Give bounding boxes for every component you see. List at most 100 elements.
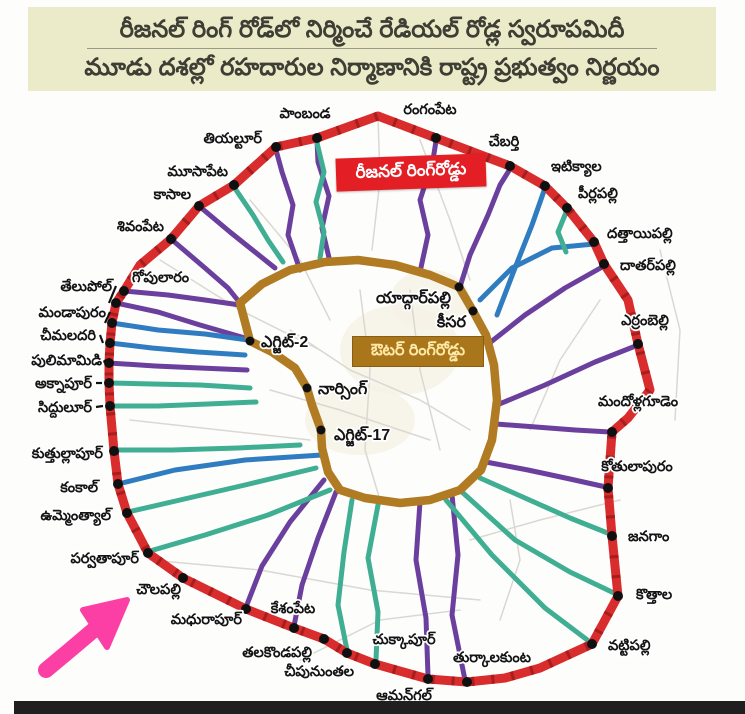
town-dot [316,425,326,435]
town-label: చీపునుంతల [284,663,354,680]
highlight-arrow-shaft [38,620,104,678]
town-dot [302,383,312,393]
radial-road-teal [477,475,613,537]
town-label: చేబర్తి [489,133,520,151]
inner-town-label: ఎగ్జిట్-2 [261,333,308,354]
town-dot [241,604,251,614]
headline-line1: రీజనల్ రింగ్ రోడ్‌లో నిర్మించే రేడియల్ ర… [119,16,625,43]
inner-town-label: యాద్గార్‌పల్లి [376,289,451,310]
town-label: ఎర్రంబెల్లి [621,313,669,331]
town-label: మూసాపేట [167,163,228,180]
regional-ring-road-label: రీజనల్ రింగ్‌రోడ్డు [335,153,487,192]
background-road [529,299,601,431]
town-dot [119,286,129,296]
background-road [499,499,521,621]
town-dot [109,446,119,456]
town-dot [113,479,123,489]
town-label: అక్నాపూర్ [35,375,92,394]
town-label: కంకాల్ [59,479,100,496]
town-dot [178,573,188,583]
town-label: కాసాల [153,187,192,203]
town-label: శివంపేట [117,218,164,235]
radial-road-teal [443,497,593,645]
radial-road-purple [106,360,250,373]
town-label: ఉమ్మెంత్యాల్ [41,507,114,526]
bottom-bar [14,701,745,714]
town-dot [505,161,515,171]
town-label: పీర్లపల్లి [578,185,618,204]
town-label: పర్వతాపూర్ [70,550,139,569]
radial-road-purple [483,459,609,490]
town-dot [370,659,380,669]
town-dot [607,531,617,541]
radial-road-purple [168,236,243,306]
radial-road-purple [456,166,513,293]
town-dot [599,259,609,269]
town-label: తేలుపోల్ [60,278,114,295]
background-road [359,289,381,501]
town-label: చీమలదరి [40,327,96,344]
town-dot [462,677,472,687]
town-label: గోపులారం [132,269,190,286]
town-dot [229,180,239,190]
background-road [659,249,681,421]
radial-road-purple [113,300,248,341]
background-road [409,289,441,451]
town-dot [122,508,132,518]
radial-road-purple [413,499,431,679]
radial-road-purple [417,138,439,275]
town-dot [107,318,117,328]
town-dot [587,639,597,649]
radial-road-purple [196,203,278,271]
city-area-shade [305,385,415,455]
background-road [129,419,311,441]
radial-road-purple [449,492,468,683]
radial-road-teal [112,442,303,453]
label-pointer-tick [95,404,104,409]
label-pointer-tick [98,334,105,344]
town-dot [194,201,204,211]
headline-divider [87,48,657,49]
town-dot [603,483,613,493]
town-dot [104,358,114,368]
town-label: మండాపురం [39,305,107,321]
town-dot [166,234,176,244]
town-dot [105,338,115,348]
town-label: ఇటిక్యాల [551,159,602,177]
town-label: చౌలపల్లి [136,582,181,600]
radial-road-blue [494,185,548,318]
radial-road-blue [115,452,325,487]
town-label: తుర్కాలకుంట [453,650,531,668]
town-label: కోతులాపురం [600,458,673,475]
town-dot [245,336,255,346]
radial-road-teal [459,489,619,597]
radial-road-teal [555,207,570,255]
town-label: వట్టిపల్లి [608,638,651,656]
town-label: ఆమన్‌గల్ [376,687,435,704]
label-pointer-tick [107,285,118,304]
town-dot [540,181,550,191]
town-label: మధురాపూర్ [171,611,243,628]
radial-road-teal [365,502,381,663]
town-label: రంగంపేట [403,101,456,118]
inner-town-label: ఎగ్జిట్-17 [334,426,390,447]
radial-road-blue [107,340,248,358]
headline-banner: రీజనల్ రింగ్ రోడ్‌లో నిర్మించే రేడియల్ ర… [28,7,716,91]
town-label: కొత్తాల [635,587,673,604]
radial-road-teal [107,380,253,391]
headline-line2: మూడు దశల్లో రహదారుల నిర్మాణానికి రాష్ట్ర… [84,54,660,81]
town-dot [111,298,121,308]
inner-town-label: నార్సింగ్ [318,380,368,400]
background-road [149,559,481,601]
inner-town-label: కీసర [436,312,467,331]
town-dot [613,591,623,601]
town-label: తలకొండపల్లి [242,645,312,663]
radial-road-purple [494,342,641,408]
town-dot [423,674,433,684]
radial-road-purple [484,263,607,348]
town-label: కుత్తుల్లాపూర్ [31,445,104,464]
radial-road-teal [313,140,327,261]
town-label: దత్తాయిపల్లి [607,226,673,244]
